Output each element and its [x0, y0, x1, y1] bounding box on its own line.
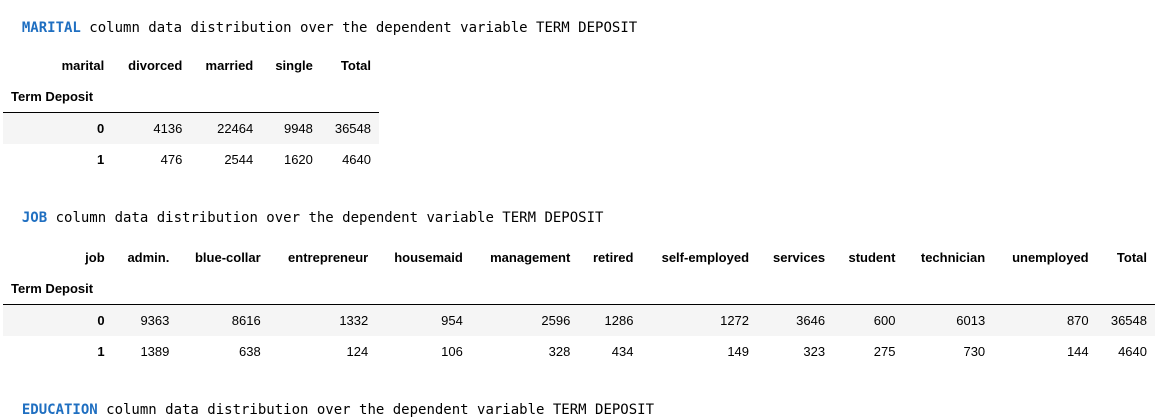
table-cell: 8616 [231, 313, 261, 328]
row-index: 0 [96, 121, 105, 136]
table-row: 0 9363 8616 1332 954 2596 1286 1272 3646… [3, 304, 1155, 336]
table-cell: 275 [873, 344, 896, 359]
table-cell: 124 [346, 344, 369, 359]
job-col-header: blue-collar [194, 250, 261, 265]
marital-heading: MARITAL column data distribution over th… [5, 1, 637, 37]
row-index: 1 [96, 152, 105, 167]
table-cell: 434 [611, 344, 634, 359]
job-col-header: entrepreneur [288, 250, 369, 265]
table-cell: 2544 [224, 152, 254, 167]
table-cell: 476 [160, 152, 183, 167]
job-col-header: technician [920, 250, 986, 265]
job-table: job admin. blue-collar entrepreneur hous… [3, 242, 1155, 367]
job-index-name: Term Deposit [3, 273, 113, 305]
education-heading: EDUCATION column data distribution over … [5, 383, 654, 419]
marital-col-header: Total [340, 58, 371, 73]
job-col-header: self-employed [661, 250, 750, 265]
marital-table: marital divorced married single Total Te… [3, 50, 379, 175]
job-col-header: management [490, 250, 571, 265]
table-cell: 1620 [283, 152, 313, 167]
table-cell: 1286 [604, 313, 634, 328]
job-col-header: services [773, 250, 826, 265]
table-row: 0 4136 22464 9948 36548 [3, 112, 379, 144]
marital-col-header: divorced [128, 58, 183, 73]
job-column-name: job [85, 250, 105, 265]
job-col-header: admin. [127, 250, 170, 265]
marital-header-row: marital divorced married single Total [3, 50, 379, 81]
table-cell: 600 [873, 313, 896, 328]
education-keyword: EDUCATION [21, 402, 98, 418]
job-col-header: housemaid [394, 250, 463, 265]
row-index: 1 [97, 344, 105, 359]
table-row: 1 1389 638 124 106 328 434 149 323 275 7… [3, 336, 1155, 367]
table-cell: 4640 [1118, 344, 1147, 359]
marital-heading-text: column data distribution over the depend… [80, 20, 638, 36]
table-cell: 9363 [140, 313, 170, 328]
table-cell: 2596 [541, 313, 571, 328]
marital-index-name-row: Term Deposit [3, 81, 379, 113]
table-row: 1 476 2544 1620 4640 [3, 144, 379, 175]
table-cell: 6013 [956, 313, 986, 328]
table-cell: 730 [963, 344, 986, 359]
table-cell: 149 [727, 344, 750, 359]
table-cell: 1272 [720, 313, 750, 328]
job-col-header: unemployed [1012, 250, 1089, 265]
job-keyword: JOB [21, 210, 48, 226]
marital-col-header: single [275, 58, 313, 73]
row-index: 0 [97, 313, 105, 328]
job-col-header: Total [1116, 250, 1147, 265]
table-cell: 22464 [217, 121, 254, 136]
table-cell: 4136 [153, 121, 183, 136]
table-cell: 3646 [796, 313, 826, 328]
table-cell: 36548 [1110, 313, 1147, 328]
job-header-row: job admin. blue-collar entrepreneur hous… [3, 242, 1155, 273]
job-heading-text: column data distribution over the depend… [47, 210, 604, 226]
job-col-header: student [848, 250, 896, 265]
table-cell: 106 [441, 344, 463, 359]
education-heading-text: column data distribution over the depend… [97, 402, 655, 418]
table-cell: 870 [1066, 313, 1089, 328]
table-cell: 1389 [140, 344, 170, 359]
table-cell: 328 [548, 344, 571, 359]
table-cell: 9948 [283, 121, 313, 136]
job-col-header: retired [592, 250, 634, 265]
marital-col-header: married [205, 58, 254, 73]
table-cell: 4640 [342, 152, 371, 167]
job-heading: JOB column data distribution over the de… [5, 191, 604, 227]
marital-column-name: marital [61, 58, 105, 73]
table-cell: 36548 [334, 121, 371, 136]
table-cell: 638 [239, 344, 261, 359]
table-cell: 1332 [339, 313, 369, 328]
table-cell: 323 [803, 344, 826, 359]
marital-keyword: MARITAL [21, 20, 81, 36]
marital-index-name: Term Deposit [3, 81, 113, 113]
table-cell: 144 [1066, 344, 1089, 359]
job-index-name-row: Term Deposit [3, 273, 1155, 305]
table-cell: 954 [441, 313, 463, 328]
